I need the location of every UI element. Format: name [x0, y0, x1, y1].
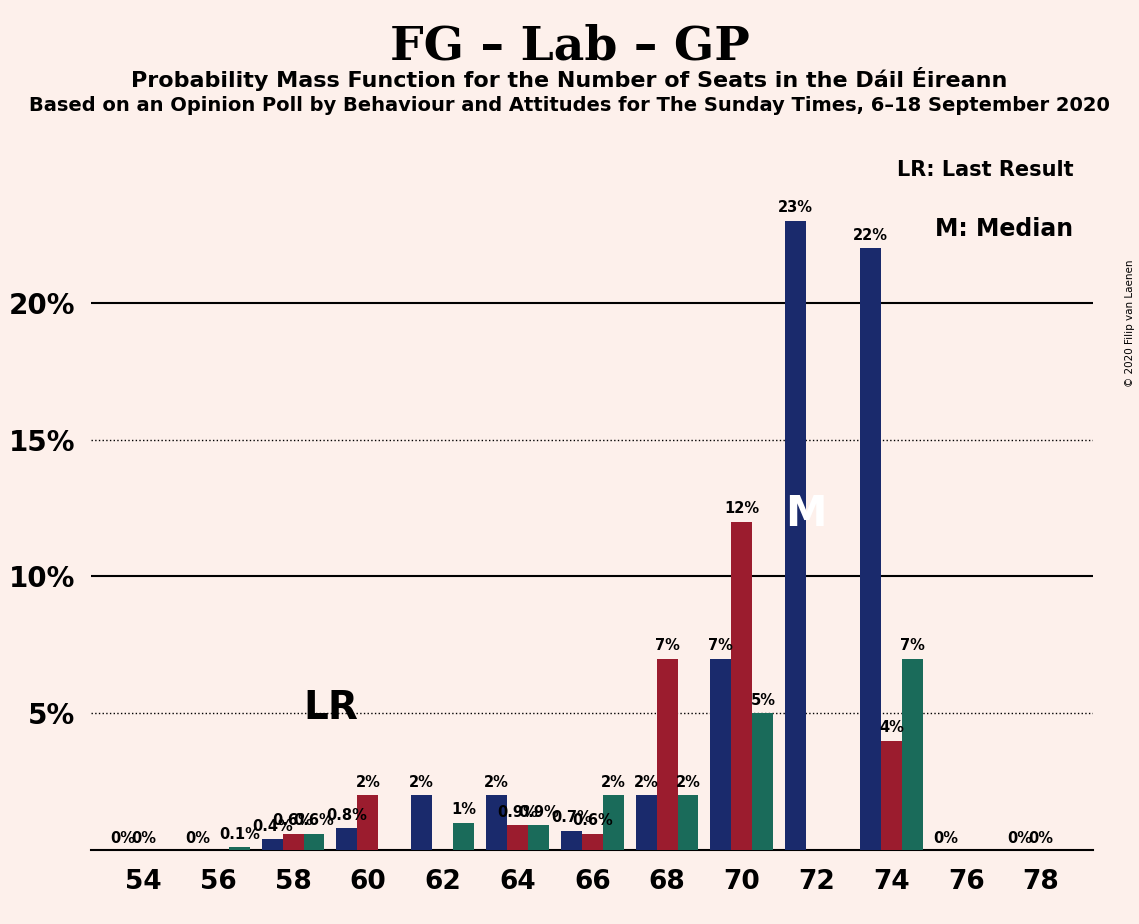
Bar [582, 833, 603, 850]
Text: 0.1%: 0.1% [219, 827, 260, 842]
Bar [282, 833, 304, 850]
Text: 0.9%: 0.9% [497, 805, 538, 820]
Bar [229, 847, 249, 850]
Text: 2%: 2% [484, 775, 509, 790]
Bar [486, 796, 507, 850]
Text: 2%: 2% [633, 775, 658, 790]
Text: 0.6%: 0.6% [572, 813, 613, 828]
Text: LR: LR [303, 689, 358, 727]
Bar [304, 833, 325, 850]
Text: 0.6%: 0.6% [272, 813, 313, 828]
Text: 7%: 7% [900, 638, 925, 653]
Text: 4%: 4% [879, 720, 904, 736]
Bar [411, 796, 432, 850]
Bar [603, 796, 624, 850]
Bar [785, 221, 806, 850]
Text: 23%: 23% [778, 201, 813, 215]
Bar [902, 659, 923, 850]
Text: 0.7%: 0.7% [551, 810, 592, 825]
Text: 5%: 5% [751, 693, 776, 708]
Text: FG – Lab – GP: FG – Lab – GP [390, 23, 749, 69]
Text: M: Median: M: Median [935, 217, 1073, 241]
Text: 0%: 0% [110, 831, 136, 846]
Bar [358, 796, 378, 850]
Bar [262, 839, 282, 850]
Bar [860, 248, 880, 850]
Text: 2%: 2% [355, 775, 380, 790]
Text: LR: Last Result: LR: Last Result [896, 160, 1073, 180]
Text: 1%: 1% [451, 802, 476, 817]
Text: 0.8%: 0.8% [327, 808, 368, 822]
Text: Probability Mass Function for the Number of Seats in the Dáil Éireann: Probability Mass Function for the Number… [131, 67, 1008, 91]
Text: © 2020 Filip van Laenen: © 2020 Filip van Laenen [1125, 260, 1134, 387]
Bar [753, 713, 773, 850]
Bar [678, 796, 698, 850]
Text: 22%: 22% [853, 227, 888, 243]
Bar [528, 825, 549, 850]
Bar [453, 822, 474, 850]
Bar [711, 659, 731, 850]
Text: 7%: 7% [708, 638, 734, 653]
Text: 0%: 0% [1008, 831, 1033, 846]
Text: M: M [786, 493, 827, 535]
Text: 0%: 0% [933, 831, 958, 846]
Bar [336, 828, 358, 850]
Text: Based on an Opinion Poll by Behaviour and Attitudes for The Sunday Times, 6–18 S: Based on an Opinion Poll by Behaviour an… [30, 96, 1109, 116]
Text: 2%: 2% [409, 775, 434, 790]
Text: 0.9%: 0.9% [518, 805, 559, 820]
Bar [507, 825, 528, 850]
Text: 0%: 0% [131, 831, 156, 846]
Bar [560, 831, 582, 850]
Text: 0.6%: 0.6% [294, 813, 335, 828]
Bar [636, 796, 656, 850]
Bar [731, 522, 753, 850]
Text: 2%: 2% [600, 775, 625, 790]
Text: 0%: 0% [1029, 831, 1054, 846]
Text: 7%: 7% [655, 638, 680, 653]
Text: 2%: 2% [675, 775, 700, 790]
Text: 0%: 0% [185, 831, 210, 846]
Bar [656, 659, 678, 850]
Bar [880, 741, 902, 850]
Text: 0.4%: 0.4% [252, 819, 293, 833]
Text: 12%: 12% [724, 501, 760, 517]
